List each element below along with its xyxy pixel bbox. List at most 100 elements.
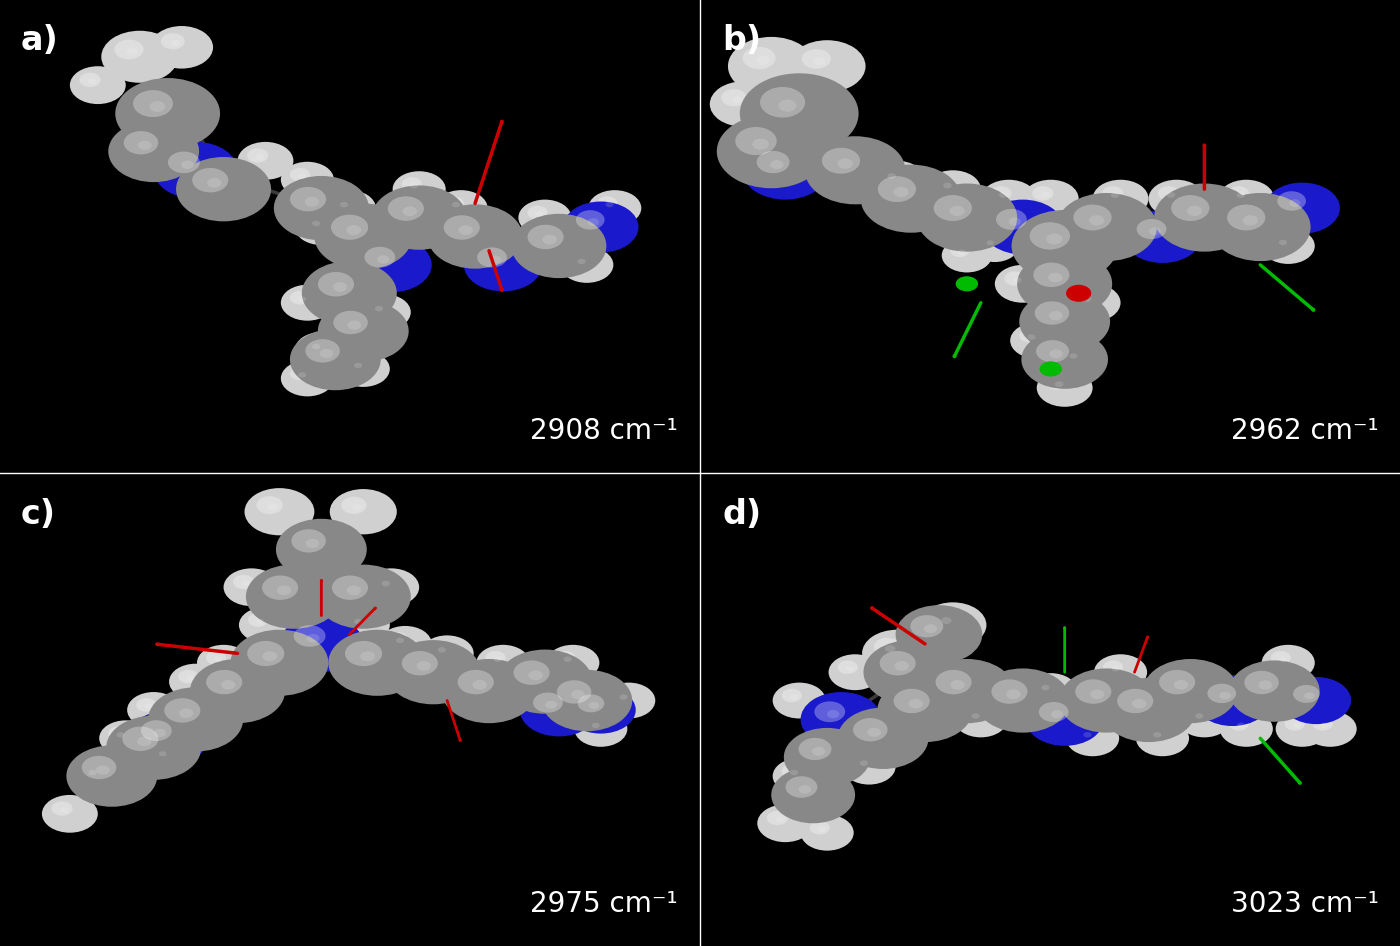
Circle shape [329, 630, 426, 696]
Circle shape [337, 351, 389, 387]
Circle shape [1289, 200, 1301, 207]
Circle shape [888, 173, 896, 179]
Circle shape [976, 669, 1070, 732]
Circle shape [1040, 361, 1061, 377]
Circle shape [351, 504, 361, 511]
Circle shape [1158, 186, 1179, 201]
Circle shape [829, 655, 882, 691]
Circle shape [221, 680, 235, 690]
Circle shape [1058, 669, 1154, 732]
Circle shape [542, 235, 557, 245]
Circle shape [388, 632, 407, 646]
Circle shape [178, 670, 199, 683]
Circle shape [214, 657, 223, 662]
Circle shape [801, 692, 882, 746]
Circle shape [1280, 239, 1287, 245]
Circle shape [346, 613, 365, 627]
Circle shape [281, 360, 335, 396]
Circle shape [1000, 192, 1008, 198]
Circle shape [1075, 679, 1112, 704]
Circle shape [410, 183, 419, 188]
Circle shape [224, 569, 280, 606]
Circle shape [760, 87, 805, 117]
Circle shape [137, 737, 151, 746]
Circle shape [991, 679, 1028, 704]
Circle shape [290, 366, 309, 380]
Circle shape [846, 666, 854, 672]
Circle shape [1022, 330, 1107, 389]
Circle shape [1007, 690, 1021, 699]
Circle shape [267, 503, 279, 511]
Circle shape [256, 154, 265, 160]
Circle shape [995, 265, 1050, 303]
Circle shape [305, 340, 340, 362]
Circle shape [1187, 708, 1207, 721]
Text: a): a) [21, 24, 59, 57]
Circle shape [771, 766, 855, 823]
Circle shape [392, 171, 445, 207]
Circle shape [578, 694, 605, 712]
Circle shape [52, 801, 73, 815]
Circle shape [528, 225, 564, 249]
Circle shape [909, 699, 923, 709]
Circle shape [1012, 210, 1117, 282]
Circle shape [350, 237, 431, 292]
Circle shape [1029, 222, 1070, 250]
Circle shape [983, 200, 1063, 254]
Circle shape [444, 196, 463, 210]
Text: b): b) [722, 24, 762, 57]
Circle shape [123, 131, 158, 154]
Circle shape [181, 161, 193, 169]
Circle shape [805, 136, 906, 204]
Circle shape [1196, 713, 1203, 719]
Circle shape [920, 603, 987, 648]
Circle shape [864, 640, 959, 705]
Circle shape [874, 638, 900, 656]
Circle shape [116, 732, 125, 738]
Circle shape [1112, 666, 1120, 672]
Circle shape [917, 184, 1018, 252]
Circle shape [192, 168, 228, 192]
Circle shape [164, 698, 200, 723]
Circle shape [869, 161, 925, 199]
Circle shape [71, 758, 125, 794]
Circle shape [815, 701, 846, 722]
Circle shape [1042, 685, 1050, 691]
Circle shape [721, 89, 746, 106]
Circle shape [238, 142, 294, 180]
Circle shape [995, 209, 1026, 230]
Circle shape [942, 238, 993, 272]
Circle shape [298, 372, 307, 377]
Circle shape [1294, 723, 1301, 728]
Circle shape [560, 247, 613, 283]
Circle shape [161, 33, 185, 49]
Circle shape [837, 660, 858, 674]
Circle shape [1228, 186, 1249, 201]
Circle shape [564, 657, 571, 662]
Circle shape [812, 747, 825, 756]
Circle shape [319, 349, 333, 359]
Circle shape [588, 190, 641, 226]
Circle shape [144, 704, 153, 710]
Circle shape [316, 565, 410, 629]
Circle shape [557, 680, 591, 704]
Circle shape [972, 230, 1019, 262]
Circle shape [396, 638, 405, 643]
Circle shape [920, 659, 1015, 723]
Circle shape [372, 575, 393, 589]
Circle shape [925, 170, 981, 208]
Circle shape [274, 176, 368, 240]
Circle shape [1035, 302, 1070, 324]
Circle shape [363, 569, 419, 606]
Circle shape [302, 261, 396, 325]
Circle shape [1271, 651, 1291, 664]
Circle shape [1037, 369, 1092, 407]
Circle shape [861, 165, 962, 233]
Circle shape [154, 142, 238, 199]
Circle shape [1261, 645, 1315, 681]
Circle shape [318, 301, 409, 362]
Circle shape [788, 41, 865, 93]
Circle shape [1100, 678, 1196, 742]
Circle shape [757, 804, 813, 842]
Circle shape [385, 640, 480, 705]
